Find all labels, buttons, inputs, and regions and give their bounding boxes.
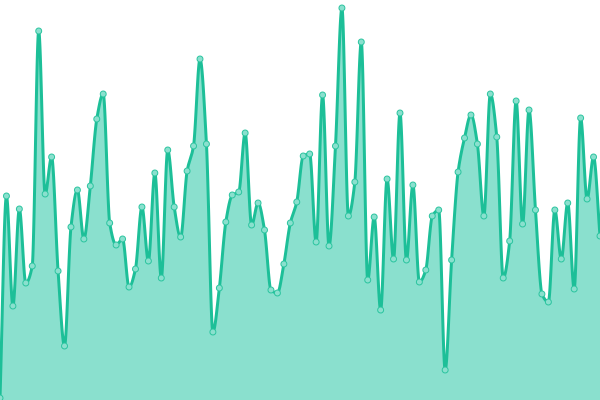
- data-point: [131, 265, 139, 273]
- data-point: [441, 366, 449, 374]
- data-point: [273, 289, 281, 297]
- data-point: [228, 191, 236, 199]
- data-point: [86, 182, 94, 190]
- data-point: [364, 276, 372, 284]
- series-line: [0, 6, 600, 399]
- data-point: [196, 55, 204, 63]
- data-point: [480, 212, 488, 220]
- data-point: [557, 255, 565, 263]
- data-point: [499, 274, 507, 282]
- data-point: [170, 203, 178, 211]
- data-point: [125, 283, 133, 291]
- data-point: [215, 284, 223, 292]
- data-point: [61, 342, 69, 350]
- data-point: [402, 256, 410, 264]
- data-point: [390, 255, 398, 263]
- data-point: [112, 241, 120, 249]
- data-point: [209, 328, 217, 336]
- data-point: [22, 279, 30, 287]
- data-point: [9, 302, 17, 310]
- data-point: [261, 226, 269, 234]
- data-point: [344, 212, 352, 220]
- data-point: [519, 220, 527, 228]
- data-point: [48, 153, 56, 161]
- data-point: [564, 199, 572, 207]
- data-point: [241, 129, 249, 137]
- data-point: [506, 237, 514, 245]
- data-point: [338, 4, 346, 12]
- data-point: [151, 169, 159, 177]
- data-point: [73, 186, 81, 194]
- data-point: [28, 262, 36, 270]
- data-point: [67, 223, 75, 231]
- data-point: [331, 142, 339, 150]
- data-point: [248, 221, 256, 229]
- data-point: [280, 260, 288, 268]
- data-point: [428, 212, 436, 220]
- data-point: [319, 91, 327, 99]
- data-point: [590, 153, 598, 161]
- data-points: [0, 4, 600, 400]
- data-point: [422, 266, 430, 274]
- data-point: [325, 242, 333, 250]
- data-point: [577, 114, 585, 122]
- data-point: [544, 298, 552, 306]
- data-point: [93, 115, 101, 123]
- data-point: [2, 192, 10, 200]
- data-point: [467, 111, 475, 119]
- data-point: [144, 257, 152, 265]
- data-point: [80, 235, 88, 243]
- data-point: [473, 140, 481, 148]
- data-point: [531, 206, 539, 214]
- data-point: [551, 206, 559, 214]
- data-point: [370, 213, 378, 221]
- data-point: [538, 290, 546, 298]
- data-point: [164, 146, 172, 154]
- data-point: [312, 238, 320, 246]
- data-point: [512, 97, 520, 105]
- data-point: [177, 233, 185, 241]
- data-point: [299, 152, 307, 160]
- data-point: [119, 235, 127, 243]
- data-point: [190, 142, 198, 150]
- data-point: [351, 178, 359, 186]
- data-point: [396, 109, 404, 117]
- data-point: [267, 286, 275, 294]
- data-point: [596, 232, 600, 240]
- data-point: [41, 190, 49, 198]
- data-point: [583, 195, 591, 203]
- data-point: [306, 150, 314, 158]
- data-point: [202, 140, 210, 148]
- data-point: [383, 175, 391, 183]
- data-point: [493, 133, 501, 141]
- data-point: [486, 90, 494, 98]
- data-point: [409, 181, 417, 189]
- data-point: [435, 206, 443, 214]
- data-point: [138, 203, 146, 211]
- data-point: [293, 198, 301, 206]
- data-point: [235, 188, 243, 196]
- data-point: [0, 394, 4, 400]
- data-point: [461, 134, 469, 142]
- data-point: [54, 267, 62, 275]
- data-point: [254, 199, 262, 207]
- data-point: [377, 306, 385, 314]
- data-point: [415, 278, 423, 286]
- data-point: [286, 219, 294, 227]
- data-point: [157, 274, 165, 282]
- data-point: [448, 256, 456, 264]
- data-point: [454, 168, 462, 176]
- data-point: [357, 38, 365, 46]
- data-point: [106, 219, 114, 227]
- data-point: [183, 167, 191, 175]
- data-point: [35, 27, 43, 35]
- data-point: [570, 285, 578, 293]
- data-point: [222, 218, 230, 226]
- data-point: [99, 90, 107, 98]
- data-point: [525, 106, 533, 114]
- data-point: [15, 205, 23, 213]
